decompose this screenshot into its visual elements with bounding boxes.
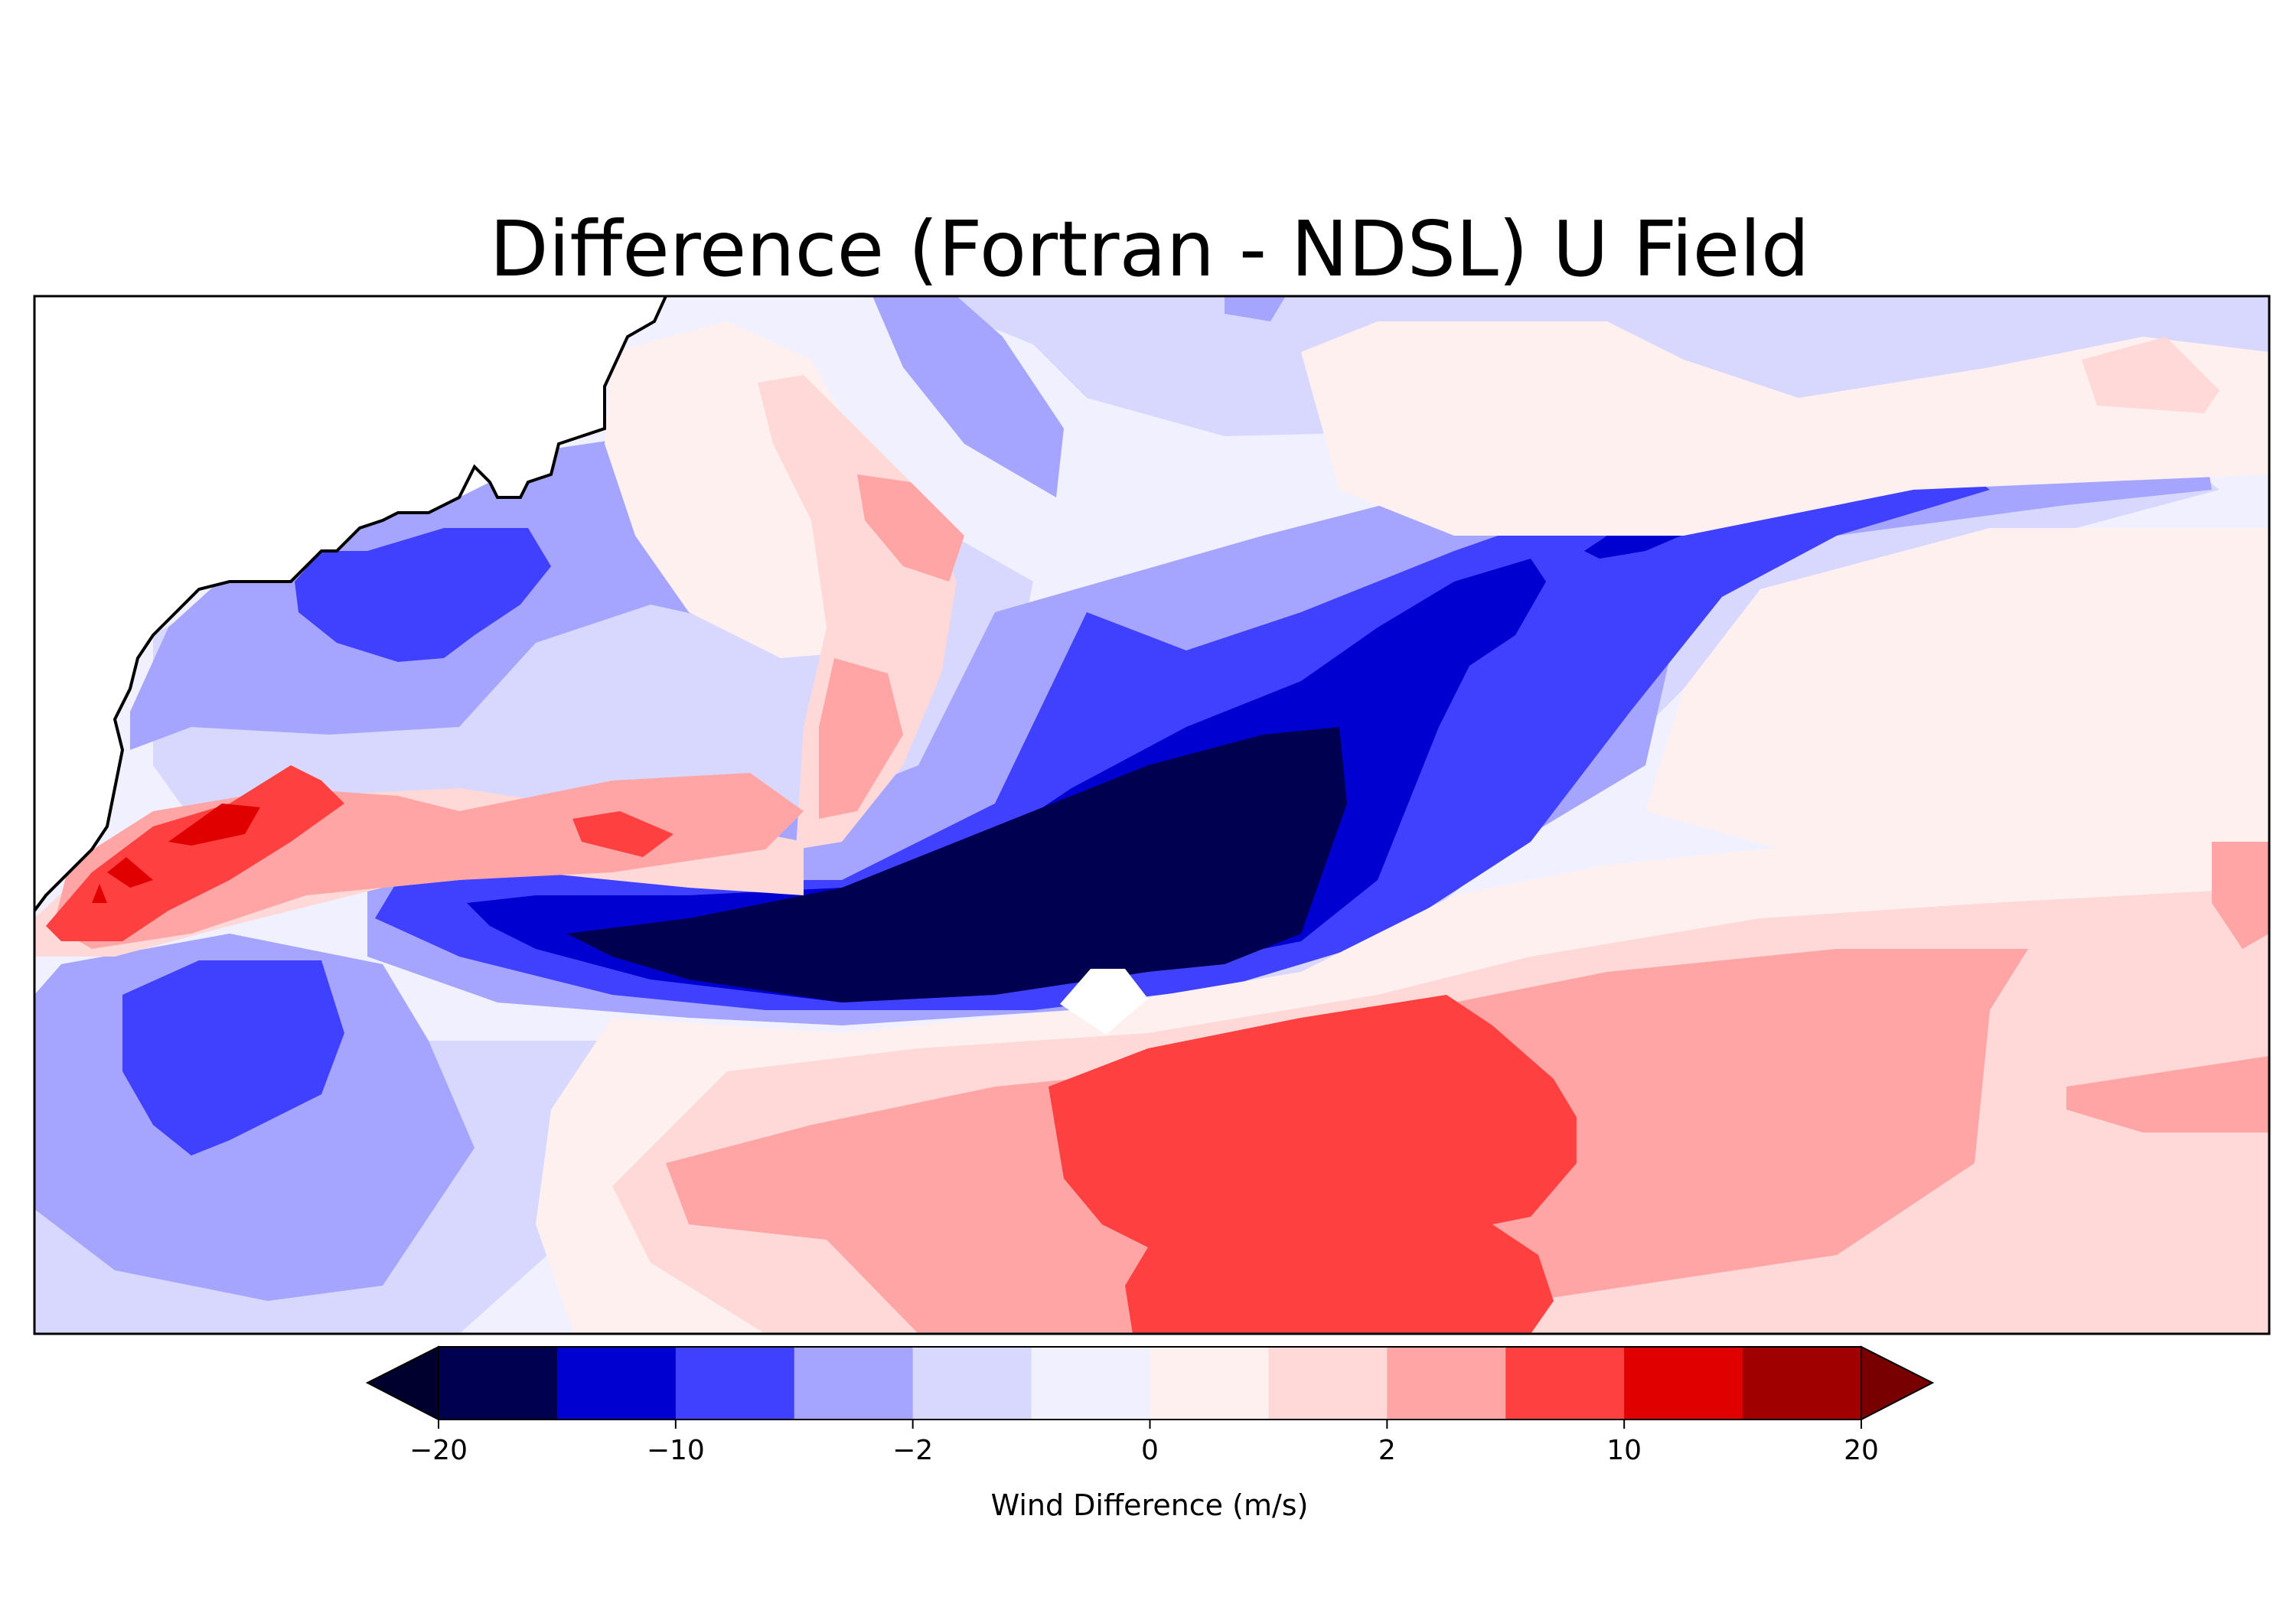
contour-level-2-to-5	[819, 658, 903, 819]
colorbar-segment	[1150, 1347, 1269, 1420]
colorbar-segment	[912, 1347, 1032, 1420]
colorbar-under-arrow	[365, 1345, 439, 1421]
contour-field	[34, 296, 2269, 1334]
missing-data-cell	[1060, 969, 1148, 1035]
contour-level--5-to--2	[1225, 296, 1286, 321]
contour-level-10-to-15	[107, 857, 153, 888]
contour-level--10-to--5	[295, 528, 551, 662]
colorbar-segment	[794, 1347, 914, 1420]
contour-level--2-to--1	[34, 296, 2269, 459]
colorbar-ticks: −20 −10 −2 0 2 10 20	[409, 1420, 1879, 1466]
colorbar-tick-label: −10	[647, 1435, 705, 1466]
colorbar-tick-label: 20	[1844, 1435, 1879, 1466]
colorbar-segment	[1268, 1347, 1388, 1420]
chart-title: Difference (Fortran - NDSL) U Field	[490, 204, 1810, 294]
contour-level-5-to-10	[1049, 995, 1577, 1334]
contour-level-2-to-5	[2212, 842, 2269, 949]
contour-level-1-to-2	[2082, 337, 2219, 413]
colorbar-segment	[1743, 1347, 1862, 1420]
contour-level-2-to-5	[2066, 1056, 2269, 1133]
contour-level-0-to-1	[1645, 528, 2269, 880]
colorbar-segment	[1031, 1347, 1150, 1420]
contour-level-5-to-10	[46, 765, 344, 941]
colorbar-segment	[1505, 1347, 1625, 1420]
colorbar-tick-label: 2	[1378, 1435, 1396, 1466]
coastline	[34, 296, 666, 911]
coastline	[34, 296, 667, 912]
contour-level-10-to-15	[92, 884, 107, 903]
map-frame	[33, 295, 2271, 1335]
contour-level-0-to-1	[1301, 321, 2269, 536]
contour-level--10-to--5	[122, 960, 344, 1156]
colorbar-tick-label: −20	[409, 1435, 468, 1466]
contour-level--5-to--2	[872, 296, 1064, 497]
colorbar-segment	[1387, 1347, 1506, 1420]
colorbar-tick-label: 0	[1141, 1435, 1159, 1466]
colorbar-segment	[675, 1347, 795, 1420]
colorbar-segment	[1624, 1347, 1743, 1420]
contour-level--20-to--15	[566, 727, 1347, 1002]
colorbar: −20 −10 −2 0 2 10 20 Wind Difference (m/s)	[365, 1345, 1935, 1522]
map-area	[33, 295, 2271, 1335]
colorbar-segment	[439, 1347, 558, 1420]
colorbar-tick-label: 10	[1606, 1435, 1642, 1466]
colorbar-segments	[439, 1347, 1862, 1420]
colorbar-tick-label: −2	[892, 1435, 933, 1466]
contour-level-5-to-10	[572, 811, 673, 857]
contour-level-2-to-5	[857, 474, 964, 582]
colorbar-label: Wind Difference (m/s)	[991, 1488, 1309, 1522]
colorbar-over-arrow	[1861, 1345, 1935, 1421]
contour-level-10-to-15	[168, 804, 260, 846]
colorbar-segment	[556, 1347, 677, 1420]
